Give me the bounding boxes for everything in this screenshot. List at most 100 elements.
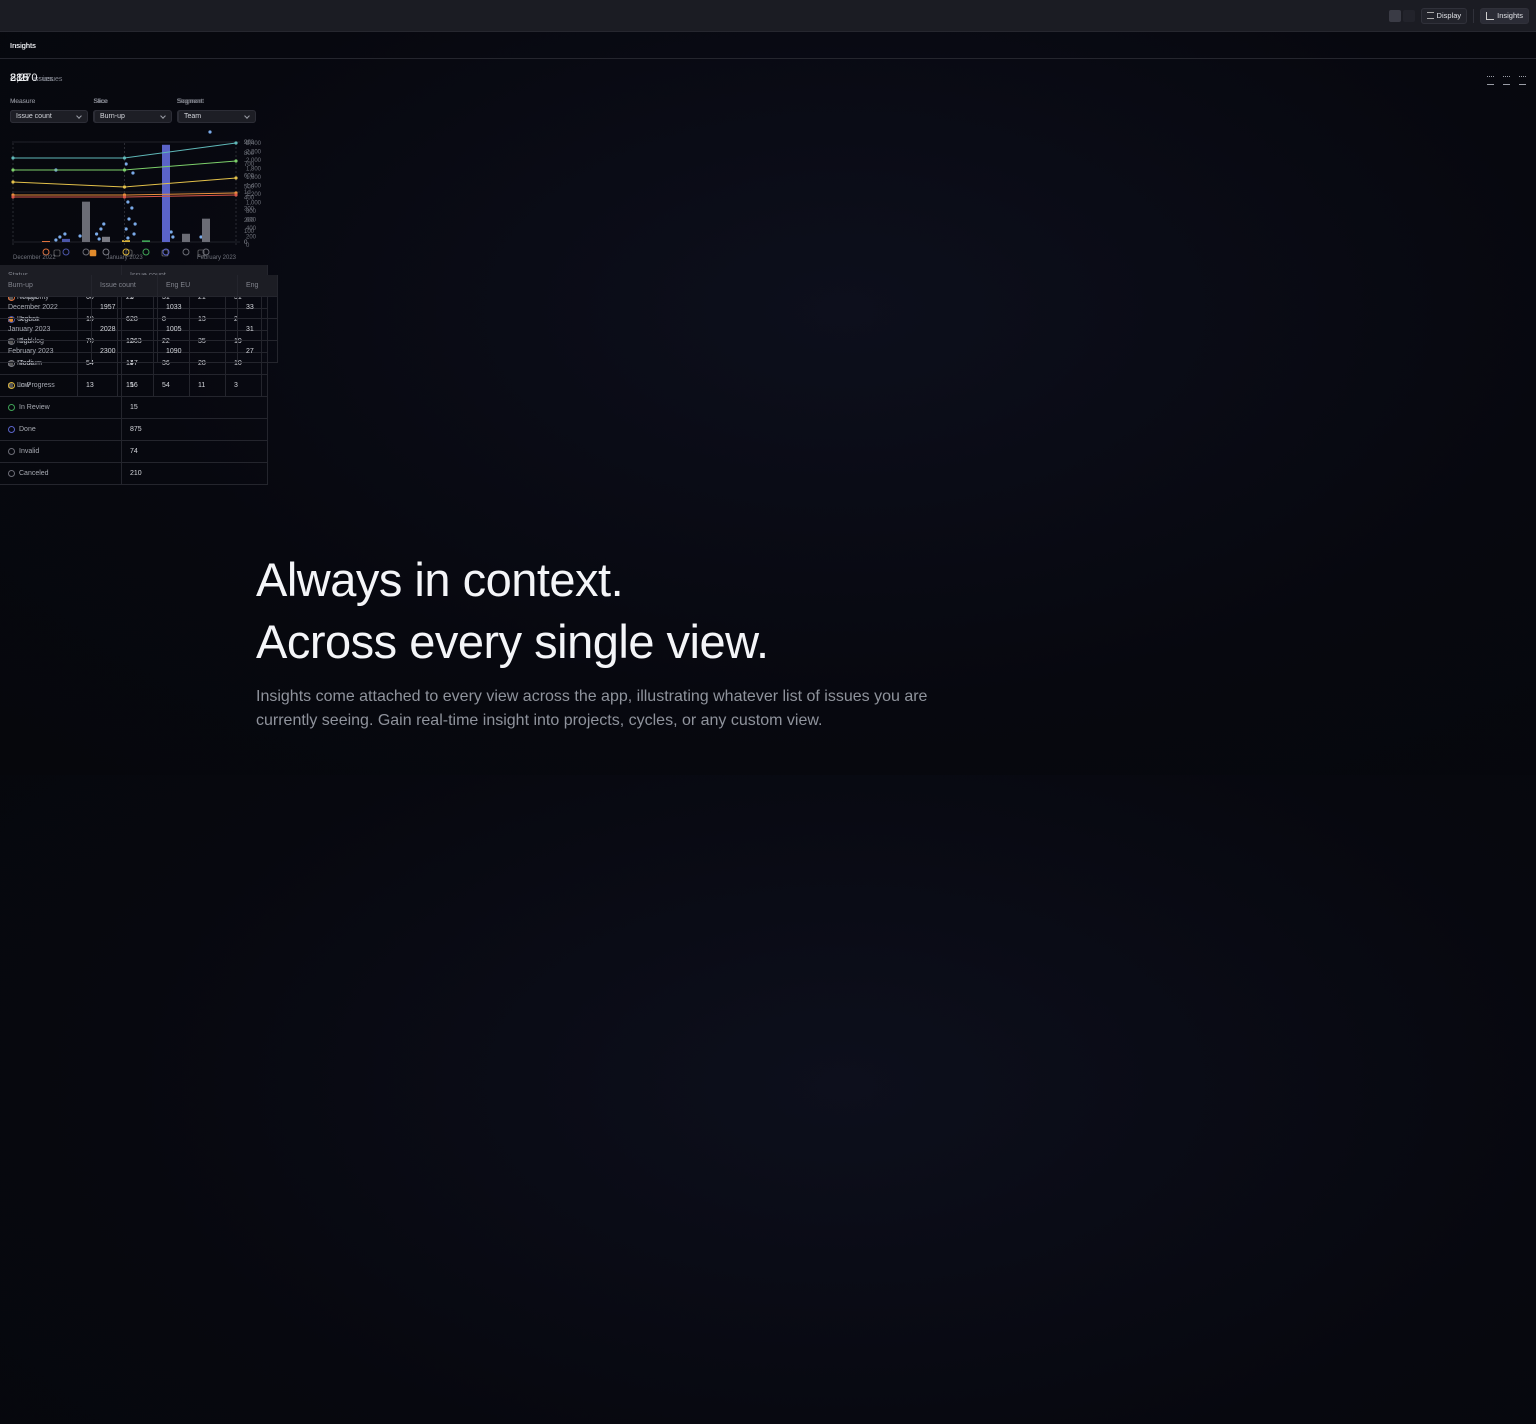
status-icon [202,248,210,256]
panel-header: Insights [10,41,36,50]
settings-button[interactable] [1503,76,1510,85]
cell-text: In Review [19,404,50,411]
count-unit: issues [42,76,63,83]
status-icon [8,426,15,433]
cell-text: 13 [198,316,206,323]
view-button[interactable] [1402,9,1415,22]
filter-select[interactable]: Issue count [10,110,88,123]
table-value: 210 [122,463,268,485]
line-point [234,176,238,180]
row-label: Canceled [0,463,122,485]
cell-text: 1957 [100,304,116,311]
row-label: December 2022 [0,297,92,319]
y-tick-label: 2d [244,140,251,146]
display-label: Display [1436,11,1462,20]
title-line: Across every single view. [256,615,769,668]
bar [202,218,210,242]
status-icon [8,404,15,411]
y-tick-label: 2,000 [246,158,262,164]
filter-label: Segment [176,98,203,105]
cell-text: 15 [130,404,138,411]
row-label: Todo [0,353,122,375]
cell-text: Urgent [17,316,39,323]
cell-text: February 2023 [8,348,54,355]
display-button[interactable]: Display [1420,7,1468,24]
cell-text: 6 [126,316,130,323]
cell-text: 31 [162,294,170,301]
y-tick-label: 300 [244,207,255,213]
view-toggle[interactable] [1388,9,1415,22]
scatter-point [131,171,135,175]
expand-button[interactable] [1487,76,1494,85]
row-label: February 2023 [0,341,92,363]
scatter-point [102,222,106,226]
scatter-point [132,232,136,236]
count-row: 216 issues [10,72,53,84]
y-tick-label: 1,400 [246,184,262,190]
status-icon [8,316,15,323]
table-value: 27 [238,341,278,363]
cell-text: 875 [130,426,142,433]
cell-text: 28 [198,360,206,367]
cell-text: 22 [162,338,170,345]
priority-icon [53,249,61,257]
bar [122,240,130,242]
bar [182,233,190,242]
line-point [11,156,15,160]
cell-text: December 2022 [8,304,58,311]
table-value: 1090 [158,341,238,363]
cell-text: 27 [246,348,254,355]
view-button[interactable] [1388,9,1401,22]
cell-text: Canceled [19,470,49,477]
insights-button[interactable]: Insights [1480,7,1529,24]
row-label: In Progress [0,375,122,397]
cell-text: 60 [86,294,94,301]
toolbar: Display Insights [0,0,1536,32]
line-point [11,168,15,172]
more-button[interactable] [1519,76,1526,85]
filter-label: Measure [10,98,36,105]
priority-icon [89,249,97,257]
scatter-point [169,230,173,234]
row-label: In Review [0,397,122,419]
cell-text: 210 [130,470,142,477]
x-tick-label: January 2023 [106,255,143,261]
filter-select[interactable]: Burn-up [94,110,172,123]
scatter-point [95,232,99,236]
cell-text: 9 [130,294,134,301]
chevron [76,113,82,119]
cell-text: 1033 [166,304,182,311]
chart: 0 200 400 600 800 1,000 1,200 1,400 1,600 1,800 2,… [11,141,262,261]
scatter-point [130,206,134,210]
scatter-point [124,227,128,231]
bar [82,201,90,242]
issue-count: 889 [10,72,29,84]
scatter-point [126,200,130,204]
count-unit: issues [33,76,54,83]
row-label: Icebox [0,309,122,331]
priority-icon [197,249,205,257]
chevron [160,113,166,119]
status-icon [8,470,15,477]
cell-text: 54 [86,360,94,367]
table-value: 16 [122,375,268,397]
status-icon [8,338,15,345]
cell-text: 363 [130,338,142,345]
table-value: 31 [238,319,278,341]
y-tick-label: 800 [246,209,257,215]
cell-text: 11 [126,360,134,367]
cell-text: 31 [246,326,254,333]
filter-select[interactable]: Team [178,110,256,123]
line-point [122,168,127,172]
table-value: 363 [122,331,268,353]
cell-text: 11 [198,382,206,389]
filter-label: Segment [176,98,203,105]
status-icon [8,382,15,389]
cell-text: 10 [234,360,242,367]
scatter-point [97,237,101,241]
cell-text: Triage [19,294,39,301]
page: {"hero":{"title_line1":"Always in contex… [0,0,1536,775]
cell-text: Low [17,382,30,389]
line-point [122,156,127,160]
